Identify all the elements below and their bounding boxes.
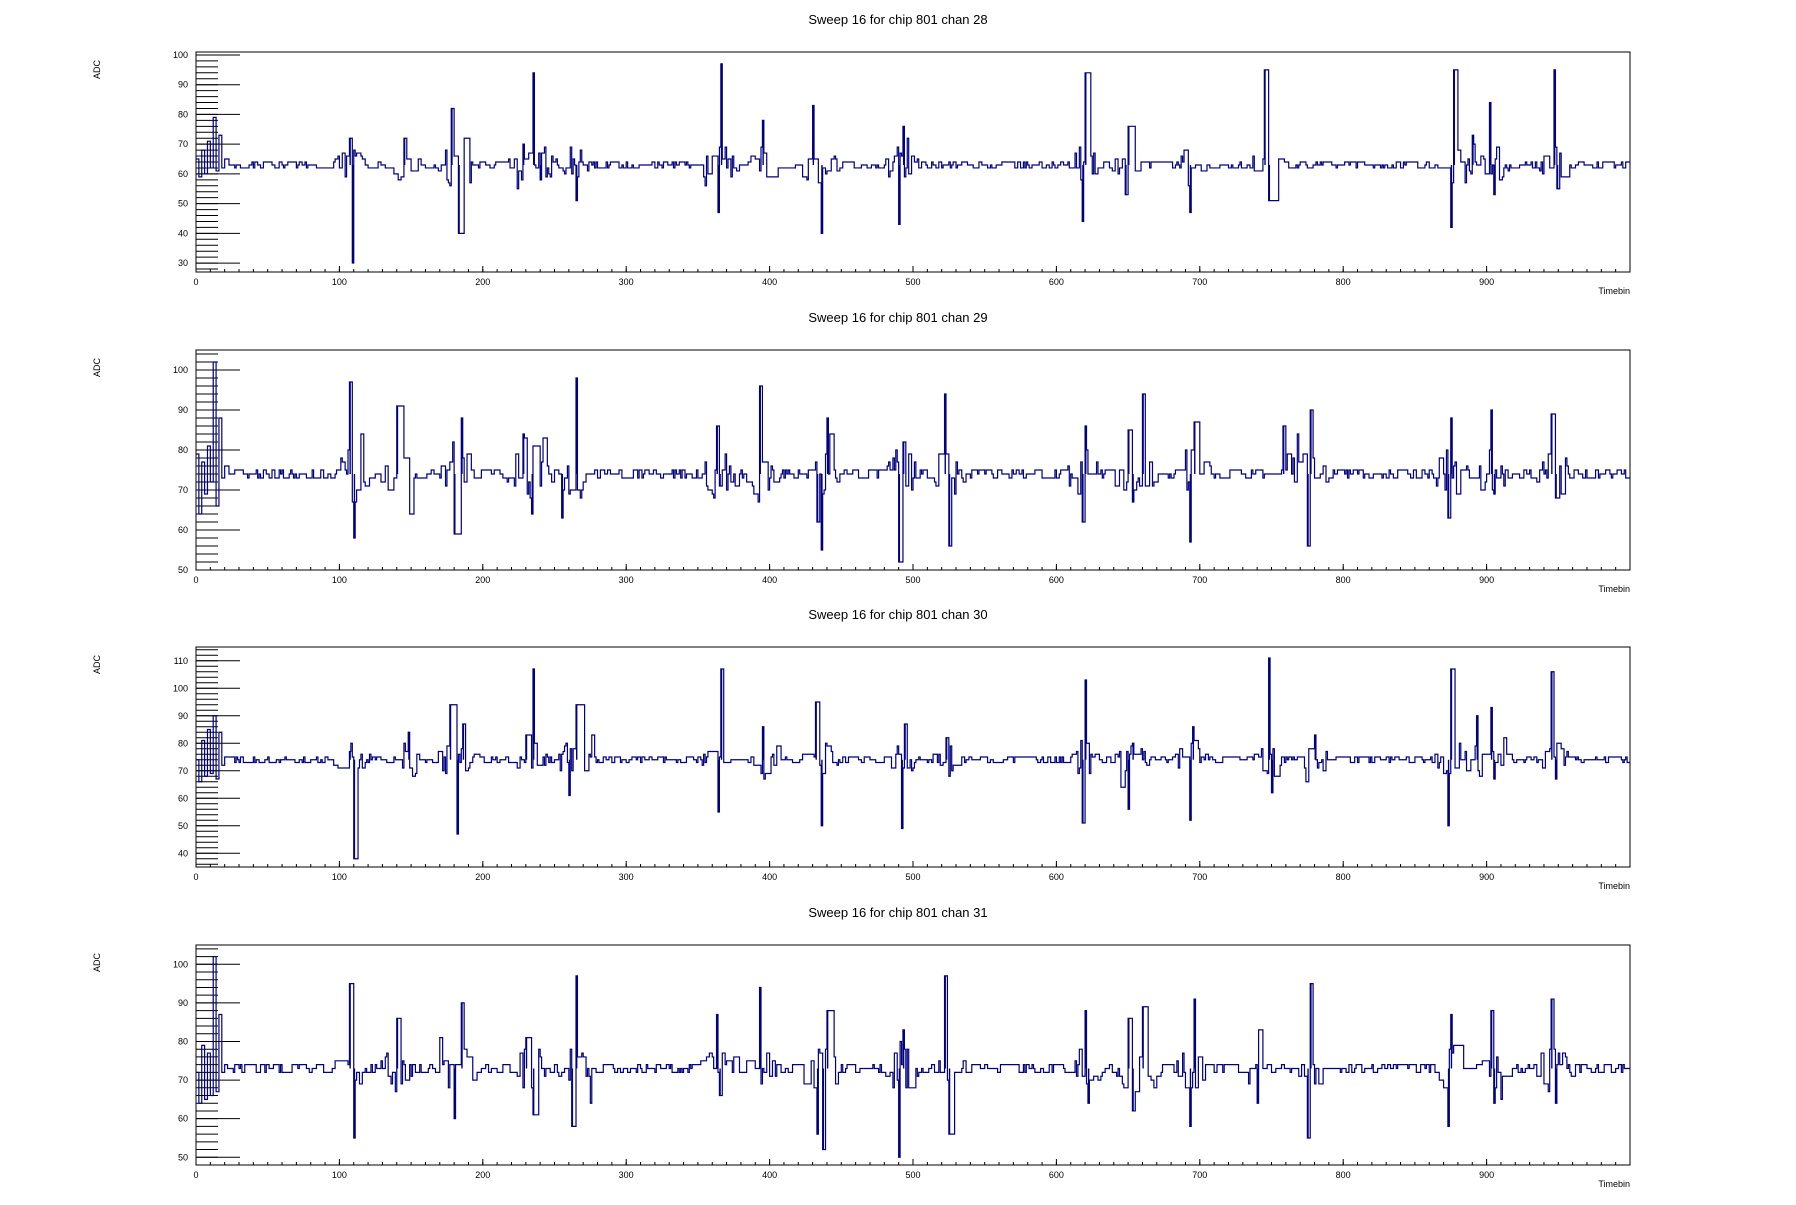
x-tick-label: 500 bbox=[905, 575, 920, 585]
series-line bbox=[196, 955, 1630, 1158]
x-tick-label: 800 bbox=[1336, 575, 1351, 585]
x-axis-title: Timebin bbox=[1598, 584, 1630, 594]
x-tick-label: 600 bbox=[1049, 277, 1064, 287]
y-tick-label: 80 bbox=[178, 445, 188, 455]
series-line bbox=[196, 361, 1630, 563]
x-tick-label: 100 bbox=[332, 575, 347, 585]
chart-panel: Sweep 16 for chip 801 chan 30 40 50 60 70 80 9… bbox=[0, 607, 1796, 907]
y-tick-label: 100 bbox=[173, 683, 188, 693]
y-tick-label: 100 bbox=[173, 365, 188, 375]
chart-panel: Sweep 16 for chip 801 chan 29 50 60 70 80 90 1… bbox=[0, 310, 1796, 610]
y-tick-label: 50 bbox=[178, 1152, 188, 1162]
y-tick-label: 70 bbox=[178, 485, 188, 495]
x-tick-label: 0 bbox=[193, 575, 198, 585]
y-tick-label: 100 bbox=[173, 50, 188, 60]
x-tick-label: 600 bbox=[1049, 575, 1064, 585]
x-tick-label: 700 bbox=[1192, 277, 1207, 287]
y-tick-label: 40 bbox=[178, 848, 188, 858]
y-tick-label: 80 bbox=[178, 109, 188, 119]
y-tick-label: 70 bbox=[178, 766, 188, 776]
x-axis-title: Timebin bbox=[1598, 286, 1630, 296]
y-tick-label: 60 bbox=[178, 525, 188, 535]
x-axis-title: Timebin bbox=[1598, 1179, 1630, 1189]
y-tick-label: 80 bbox=[178, 1036, 188, 1046]
chart-title: Sweep 16 for chip 801 chan 30 bbox=[808, 607, 988, 622]
x-tick-label: 200 bbox=[475, 277, 490, 287]
y-tick-label: 70 bbox=[178, 1075, 188, 1085]
y-tick-label: 50 bbox=[178, 821, 188, 831]
y-axis-title: ADC bbox=[92, 60, 102, 80]
y-tick-label: 110 bbox=[174, 656, 188, 666]
y-tick-label: 70 bbox=[178, 139, 188, 149]
y-tick-label: 80 bbox=[178, 738, 188, 748]
chart-title: Sweep 16 for chip 801 chan 29 bbox=[808, 310, 988, 325]
x-tick-label: 400 bbox=[762, 575, 777, 585]
y-tick-label: 90 bbox=[178, 998, 188, 1008]
y-tick-label: 40 bbox=[178, 228, 188, 238]
x-tick-label: 500 bbox=[905, 277, 920, 287]
x-tick-label: 900 bbox=[1479, 872, 1494, 882]
chart-plot: 40 50 60 70 80 90 100 110 0 100 200 300 400 500 600 700… bbox=[92, 646, 1631, 891]
x-tick-label: 900 bbox=[1479, 575, 1494, 585]
y-axis-title: ADC bbox=[92, 953, 102, 973]
x-tick-label: 100 bbox=[332, 277, 347, 287]
plot-frame bbox=[195, 944, 1631, 1166]
x-tick-label: 800 bbox=[1336, 277, 1351, 287]
y-tick-label: 50 bbox=[178, 199, 188, 209]
chart-panel: Sweep 16 for chip 801 chan 28 30 40 50 60 70 8… bbox=[0, 12, 1796, 312]
x-tick-label: 600 bbox=[1049, 872, 1064, 882]
y-tick-label: 60 bbox=[178, 169, 188, 179]
y-axis-title: ADC bbox=[92, 358, 102, 378]
chart-plot: 30 40 50 60 70 80 90 100 0 100 200 300 400 500 600 700 8… bbox=[92, 50, 1631, 296]
x-tick-label: 0 bbox=[193, 277, 198, 287]
x-tick-label: 700 bbox=[1192, 575, 1207, 585]
y-tick-label: 90 bbox=[178, 80, 188, 90]
x-tick-label: 200 bbox=[475, 575, 490, 585]
x-tick-label: 300 bbox=[619, 277, 634, 287]
x-tick-label: 400 bbox=[762, 872, 777, 882]
x-tick-label: 300 bbox=[619, 575, 634, 585]
y-tick-label: 90 bbox=[178, 711, 188, 721]
x-tick-label: 300 bbox=[619, 872, 634, 882]
chart-panel: Sweep 16 for chip 801 chan 31 50 60 70 80 90 1… bbox=[0, 905, 1796, 1205]
chart-title: Sweep 16 for chip 801 chan 31 bbox=[808, 905, 988, 920]
y-tick-label: 60 bbox=[178, 793, 188, 803]
y-axis-title: ADC bbox=[92, 655, 102, 675]
y-tick-label: 90 bbox=[178, 405, 188, 415]
chart-title: Sweep 16 for chip 801 chan 28 bbox=[808, 12, 988, 27]
x-tick-label: 0 bbox=[193, 872, 198, 882]
chart-plot: 50 60 70 80 90 100 0 100 200 300 400 500 600 700 800 90… bbox=[92, 349, 1631, 594]
x-tick-label: 200 bbox=[475, 872, 490, 882]
plot-frame bbox=[195, 349, 1631, 571]
x-tick-label: 900 bbox=[1479, 277, 1494, 287]
x-tick-label: 400 bbox=[762, 277, 777, 287]
y-tick-label: 50 bbox=[178, 565, 188, 575]
y-tick-label: 30 bbox=[178, 258, 188, 268]
series-line bbox=[196, 63, 1630, 264]
x-tick-label: 800 bbox=[1336, 872, 1351, 882]
y-tick-label: 100 bbox=[173, 959, 188, 969]
x-axis-title: Timebin bbox=[1598, 881, 1630, 891]
x-tick-label: 500 bbox=[905, 872, 920, 882]
y-tick-label: 60 bbox=[178, 1114, 188, 1124]
series-line bbox=[196, 657, 1630, 860]
x-tick-label: 700 bbox=[1192, 872, 1207, 882]
x-tick-label: 100 bbox=[332, 872, 347, 882]
